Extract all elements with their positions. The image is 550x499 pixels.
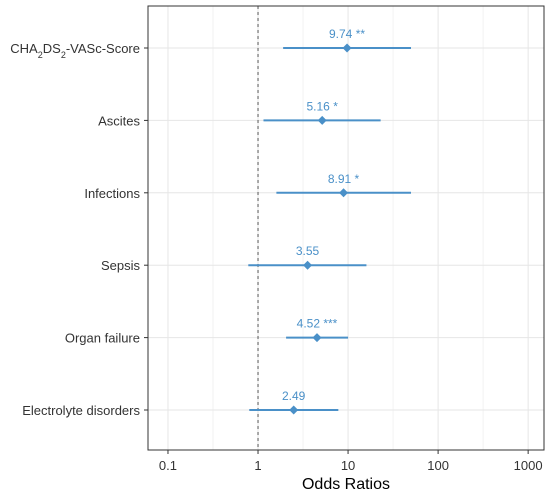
label-part: 2	[61, 50, 66, 60]
y-tick-label: Organ failure	[65, 331, 140, 346]
odds-ratio-point	[312, 333, 322, 343]
x-axis: 0.1 1 10 100 1000	[159, 450, 543, 473]
panel-border	[147, 5, 545, 451]
data-label: 9.74 **	[329, 27, 365, 41]
data-label: 3.55	[296, 244, 320, 258]
x-tick-label: 1	[254, 458, 261, 473]
panel-background	[148, 6, 544, 450]
x-tick-label: 10	[341, 458, 355, 473]
y-axis-labels: CHA2DS2-VASc-ScoreAscitesInfectionsSepsi…	[10, 41, 148, 418]
odds-ratio-point	[339, 188, 349, 198]
y-tick-label: Ascites	[98, 113, 140, 128]
label-part: DS	[43, 41, 61, 56]
data-label: 4.52 ***	[297, 317, 338, 331]
odds-ratio-point	[303, 260, 313, 270]
y-tick-label: CHA2DS2-VASc-Score	[10, 41, 140, 60]
odds-ratio-point	[317, 115, 327, 125]
label-part: CHA	[10, 41, 38, 56]
x-tick-label: 100	[427, 458, 449, 473]
y-tick-label: Infections	[84, 186, 140, 201]
x-tick-label: 0.1	[159, 458, 177, 473]
marks-layer: 9.74 ** 5.16 * 8.91 * 3.55 4.52 *** 2.49	[248, 6, 411, 450]
x-tick-label: 1000	[514, 458, 543, 473]
y-tick-label: Electrolyte disorders	[22, 403, 140, 418]
data-label: 2.49	[282, 389, 306, 403]
y-tick-label: Sepsis	[101, 258, 141, 273]
data-label: 5.16 *	[307, 99, 339, 113]
odds-ratio-point	[342, 43, 352, 53]
label-part: -VASc-Score	[66, 41, 140, 56]
label-part: 2	[38, 50, 43, 60]
odds-ratio-point	[289, 405, 299, 415]
x-axis-title: Odds Ratios	[302, 476, 390, 493]
data-label: 8.91 *	[328, 172, 360, 186]
